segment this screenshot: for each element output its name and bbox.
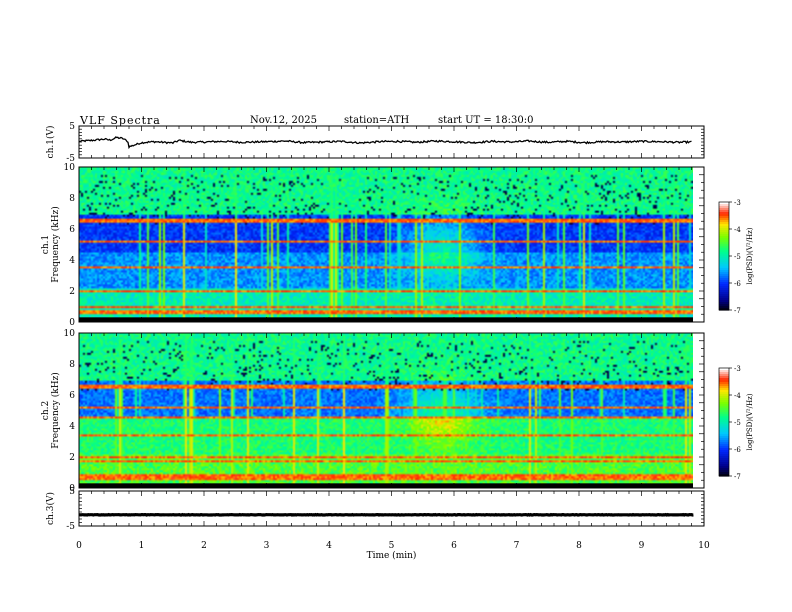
ch1-spectrogram-ytick-0: 0 xyxy=(69,318,75,328)
ch2-spectrogram-colorbar-label: log(PSD)(V²/Hz) xyxy=(746,393,754,450)
ch1-spectrogram-colorbar-label: log(PSD)(V²/Hz) xyxy=(746,227,754,284)
ch1-spectrogram-ytick-6: 6 xyxy=(69,225,75,235)
ch2-spectrogram-ytick-0: 0 xyxy=(69,484,75,494)
ch1-spectrogram-ytick-2: 2 xyxy=(69,287,75,297)
ch1-spectrogram-colorbar-tick--3: -3 xyxy=(734,199,741,207)
xtick-9: 9 xyxy=(639,541,645,551)
ch1-spectrogram-colorbar-tick--6: -6 xyxy=(734,280,741,288)
xtick-4: 4 xyxy=(326,541,332,551)
ch1-spectrogram-colorbar-tick--4: -4 xyxy=(734,226,741,234)
xtick-3: 3 xyxy=(264,541,270,551)
svg-text:log(PSD)(V²/Hz): log(PSD)(V²/Hz) xyxy=(746,393,754,450)
ch2-spectrogram-colorbar-tick--3: -3 xyxy=(734,365,741,373)
chart-title: VLF Spectra xyxy=(80,114,161,127)
ch2-spectrogram-colorbar-tick--4: -4 xyxy=(734,392,741,400)
ch2-spectrogram-ylabel: ch.2 Frequency (kHz) xyxy=(41,372,61,449)
ch1-spectrogram-ytick-10: 10 xyxy=(64,163,76,173)
ch3-waveform-ytick-5: 5 xyxy=(69,487,75,497)
ch2-spectrogram-image xyxy=(79,333,693,488)
ch1-waveform-ylabel: ch.1(V) xyxy=(45,126,56,159)
start-time-label: start UT = 18:30:0 xyxy=(438,115,534,126)
ch2-spectrogram-colorbar-tick--6: -6 xyxy=(734,446,741,454)
ch1-spectrogram-colorbar-tick--5: -5 xyxy=(734,253,741,261)
ch1-waveform-ytick-5: 5 xyxy=(69,122,75,132)
svg-text:ch.3(V): ch.3(V) xyxy=(45,492,56,525)
x-axis-label: Time (min) xyxy=(367,550,417,561)
ch3-waveform-frame xyxy=(78,490,705,527)
ch1-spectrogram-colorbar-tick--7: -7 xyxy=(734,307,741,315)
ch2-spectrogram-colorbar-tick--5: -5 xyxy=(734,419,741,427)
xtick-10: 10 xyxy=(698,541,710,551)
date-label: Nov.12, 2025 xyxy=(250,115,317,126)
xtick-7: 7 xyxy=(514,541,520,551)
svg-text:Frequency (kHz): Frequency (kHz) xyxy=(50,372,61,449)
ch2-spectrogram-ytick-6: 6 xyxy=(69,391,75,401)
xtick-8: 8 xyxy=(576,541,582,551)
ch2-spectrogram-low-band xyxy=(79,483,693,488)
ch3-waveform-ytick--5: -5 xyxy=(66,522,75,532)
svg-text:ch.2: ch.2 xyxy=(41,401,51,420)
station-label: station=ATH xyxy=(344,115,410,126)
ch1-waveform-ytick--5: -5 xyxy=(66,154,75,164)
ch2-spectrogram-colorbar-tick--7: -7 xyxy=(734,473,741,481)
svg-text:Frequency (kHz): Frequency (kHz) xyxy=(50,206,61,283)
xtick-1: 1 xyxy=(139,541,145,551)
ch1-spectrogram-low-band xyxy=(79,317,693,322)
ch1-waveform-trace xyxy=(78,136,692,150)
xtick-5: 5 xyxy=(389,541,395,551)
ch2-spectrogram-ytick-10: 10 xyxy=(64,329,76,339)
xtick-6: 6 xyxy=(451,541,457,551)
ch3-waveform-ylabel: ch.3(V) xyxy=(45,492,56,525)
ch2-spectrogram-ytick-8: 8 xyxy=(69,360,75,370)
ch1-spectrogram-ylabel: ch.1 Frequency (kHz) xyxy=(41,206,61,283)
ch1-spectrogram-image xyxy=(79,167,693,322)
ch1-spectrogram-ytick-4: 4 xyxy=(69,256,75,266)
ch1-spectrogram-ytick-8: 8 xyxy=(69,194,75,204)
xtick-0: 0 xyxy=(76,541,82,551)
svg-text:ch.1: ch.1 xyxy=(41,235,51,254)
svg-text:log(PSD)(V²/Hz): log(PSD)(V²/Hz) xyxy=(746,227,754,284)
ch2-spectrogram-ytick-2: 2 xyxy=(69,453,75,463)
xtick-2: 2 xyxy=(201,541,207,551)
svg-text:ch.1(V): ch.1(V) xyxy=(45,126,56,159)
ch2-spectrogram-ytick-4: 4 xyxy=(69,422,75,432)
